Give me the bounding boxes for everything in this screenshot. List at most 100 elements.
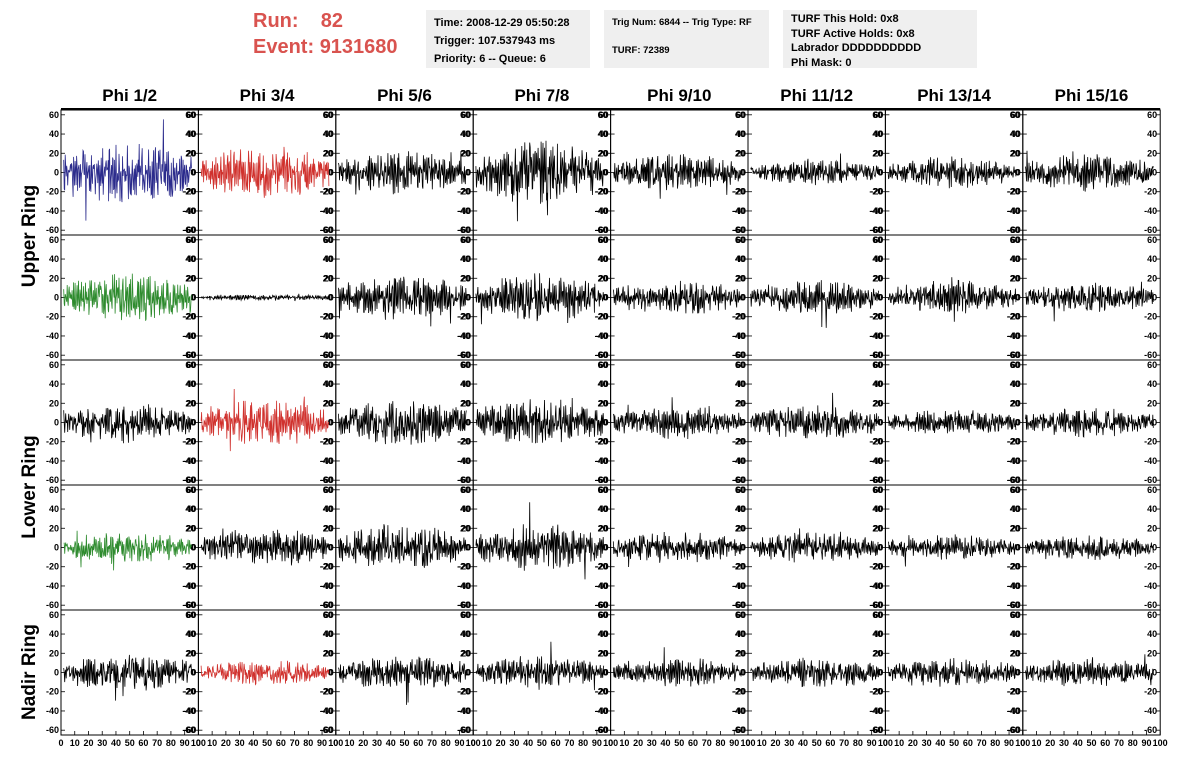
y-tick-label-right: 60 bbox=[1010, 235, 1020, 245]
y-tick-label-left: 60 bbox=[873, 360, 883, 370]
waveform-trace bbox=[750, 657, 879, 688]
y-tick-label-left: -20 bbox=[1008, 687, 1021, 697]
y-tick-label-right: 40 bbox=[1147, 629, 1157, 639]
y-tick-label-left: -20 bbox=[596, 312, 609, 322]
y-tick-label-right: -20 bbox=[320, 562, 333, 572]
y-tick-label-right: 0 bbox=[877, 543, 882, 553]
y-tick-label-right: -60 bbox=[869, 475, 882, 485]
x-tick-label: 90 bbox=[317, 738, 327, 748]
y-tick-label-right: -60 bbox=[182, 600, 195, 610]
x-tick-label: 50 bbox=[262, 738, 272, 748]
y-tick-label-right: -60 bbox=[320, 725, 333, 735]
y-tick-label-left: 0 bbox=[54, 543, 59, 553]
y-tick-label-right: 40 bbox=[185, 629, 195, 639]
y-tick-label-right: 20 bbox=[323, 273, 333, 283]
waveform-panel: 60 60 40 40 20 20 0 0 -20 -20 -40 -40 -60 -60 bbox=[733, 234, 886, 361]
y-tick-label-right: -60 bbox=[182, 475, 195, 485]
y-tick-label-left: 20 bbox=[461, 648, 471, 658]
waveform-panel: 60 60 40 40 20 20 0 0 -20 -20 -40 -40 -60 -60 bbox=[596, 484, 749, 611]
y-tick-label-left: 60 bbox=[873, 485, 883, 495]
y-tick-label-right: -20 bbox=[732, 312, 745, 322]
y-tick-label-right: 40 bbox=[735, 254, 745, 264]
y-tick-label-right: 0 bbox=[465, 293, 470, 303]
y-tick-label-left: -60 bbox=[870, 475, 883, 485]
y-tick-label-right: 60 bbox=[460, 485, 470, 495]
x-tick-label: 50 bbox=[537, 738, 547, 748]
waveform-panel: 60 60 40 40 20 20 0 0 -20 -20 -40 -40 -60 -60 bbox=[458, 484, 612, 611]
x-tick-label: 90 bbox=[729, 738, 739, 748]
y-tick-label-left: 60 bbox=[736, 235, 746, 245]
y-tick-label-right: 60 bbox=[185, 110, 195, 120]
time-text: Time: 2008-12-29 05:50:28 bbox=[434, 17, 570, 29]
y-tick-label-left: -40 bbox=[183, 581, 196, 591]
y-tick-label-left: 0 bbox=[741, 293, 746, 303]
y-tick-label-right: 60 bbox=[185, 360, 195, 370]
y-tick-label-right: 20 bbox=[872, 273, 882, 283]
y-tick-label-right: 40 bbox=[872, 254, 882, 264]
event-value: 9131680 bbox=[319, 36, 398, 58]
y-tick-label-left: 60 bbox=[324, 110, 334, 120]
turf-text: TURF: 72389 bbox=[612, 45, 670, 56]
waveform-trace bbox=[612, 397, 742, 440]
y-tick-label-left: 40 bbox=[461, 629, 471, 639]
y-tick-label-right: -60 bbox=[595, 350, 608, 360]
y-tick-label-left: -20 bbox=[733, 687, 746, 697]
y-tick-label-right: -20 bbox=[732, 562, 745, 572]
y-tick-label-left: -20 bbox=[733, 187, 746, 197]
y-tick-label-right: 40 bbox=[872, 629, 882, 639]
waveform-trace bbox=[63, 404, 192, 444]
y-tick-label-right: 0 bbox=[603, 168, 608, 178]
y-tick-label-right: 40 bbox=[1147, 379, 1157, 389]
y-tick-label-left: -40 bbox=[183, 331, 196, 341]
x-tick-label: 90 bbox=[1141, 738, 1151, 748]
waveform-trace bbox=[750, 280, 879, 328]
x-tick-label: 40 bbox=[935, 738, 945, 748]
y-tick-label-left: 0 bbox=[329, 168, 334, 178]
x-tick-label: 70 bbox=[1114, 738, 1124, 748]
x-tick-label: 80 bbox=[166, 738, 176, 748]
y-tick-label-right: 0 bbox=[740, 668, 745, 678]
waveform-panel: 60 60 40 40 20 20 0 0 -20 -20 -40 -40 -60 -60 bbox=[870, 484, 1024, 611]
labrador-text: Labrador DDDDDDDDDD bbox=[791, 42, 922, 54]
y-tick-label-right: 60 bbox=[323, 485, 333, 495]
y-tick-label-right: -20 bbox=[320, 312, 333, 322]
y-tick-label-left: -20 bbox=[321, 312, 334, 322]
y-tick-label-left: 40 bbox=[324, 629, 334, 639]
waveform-panel: 60 60 40 40 20 20 0 0 -20 -20 -40 -40 -60 -60 bbox=[321, 359, 474, 486]
y-tick-label-left: -40 bbox=[321, 206, 334, 216]
y-tick-label-right: 20 bbox=[872, 148, 882, 158]
waveform-panel: 60 60 40 40 20 20 0 0 -20 -20 -40 -40 -60 -60 bbox=[733, 109, 886, 236]
turf-info-box: TURF This Hold: 0x8 TURF Active Holds: 0… bbox=[783, 10, 977, 69]
waveform-panel: 60 60 40 40 20 20 0 0 -20 -20 -40 -40 -60 -60 bbox=[870, 234, 1024, 361]
x-tick-label: 30 bbox=[235, 738, 245, 748]
y-tick-label-right: -40 bbox=[182, 456, 195, 466]
y-tick-label-left: -20 bbox=[46, 437, 59, 447]
y-tick-label-left: -20 bbox=[458, 312, 471, 322]
x-tick-label: 0 bbox=[608, 738, 613, 748]
y-tick-label-right: -60 bbox=[1144, 725, 1157, 735]
y-tick-label-left: -60 bbox=[1008, 600, 1021, 610]
y-tick-label-right: 0 bbox=[328, 418, 333, 428]
phi-label: Phi 5/6 bbox=[377, 86, 432, 105]
y-tick-label-left: -40 bbox=[458, 331, 471, 341]
y-tick-label-left: 20 bbox=[1011, 523, 1021, 533]
x-tick-label: 0 bbox=[471, 738, 476, 748]
waveform-trace bbox=[750, 528, 879, 563]
x-tick-label: 90 bbox=[454, 738, 464, 748]
x-tick-label: 60 bbox=[551, 738, 561, 748]
x-tick-label: 100 bbox=[1015, 738, 1030, 748]
y-tick-label-left: 20 bbox=[186, 273, 196, 283]
y-tick-label-right: -40 bbox=[457, 331, 470, 341]
run-value: 82 bbox=[320, 10, 344, 32]
x-tick-label: 70 bbox=[152, 738, 162, 748]
x-tick-label: 40 bbox=[798, 738, 808, 748]
y-tick-label-right: -60 bbox=[869, 600, 882, 610]
y-tick-label-left: -20 bbox=[458, 187, 471, 197]
y-tick-label-left: -20 bbox=[870, 312, 883, 322]
y-tick-label-right: -20 bbox=[1144, 187, 1157, 197]
y-tick-label-left: 20 bbox=[461, 273, 471, 283]
y-tick-label-right: 40 bbox=[598, 504, 608, 514]
y-tick-label-left: -20 bbox=[321, 687, 334, 697]
y-tick-label-right: 60 bbox=[735, 110, 745, 120]
